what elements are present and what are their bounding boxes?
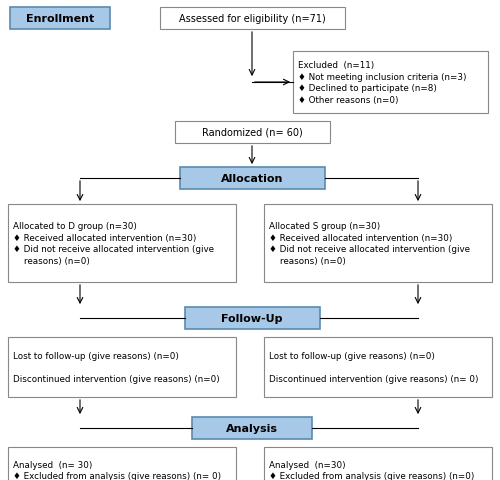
FancyBboxPatch shape <box>264 337 492 397</box>
FancyBboxPatch shape <box>8 447 236 480</box>
Text: Lost to follow-up (give reasons) (n=0)

Discontinued intervention (give reasons): Lost to follow-up (give reasons) (n=0) D… <box>13 351 220 384</box>
FancyBboxPatch shape <box>293 52 488 114</box>
Text: Randomized (n= 60): Randomized (n= 60) <box>202 128 302 138</box>
Text: Analysed  (n=30)
♦ Excluded from analysis (give reasons) (n=0): Analysed (n=30) ♦ Excluded from analysis… <box>269 460 474 480</box>
FancyBboxPatch shape <box>184 307 320 329</box>
Text: Analysed  (n= 30)
♦ Excluded from analysis (give reasons) (n= 0): Analysed (n= 30) ♦ Excluded from analysi… <box>13 460 221 480</box>
Text: Analysis: Analysis <box>226 423 278 433</box>
Text: Assessed for eligibility (n=71): Assessed for eligibility (n=71) <box>178 14 326 24</box>
Text: Excluded  (n=11)
♦ Not meeting inclusion criteria (n=3)
♦ Declined to participat: Excluded (n=11) ♦ Not meeting inclusion … <box>298 60 466 105</box>
Text: Allocation: Allocation <box>221 174 283 184</box>
FancyBboxPatch shape <box>192 417 312 439</box>
Text: Lost to follow-up (give reasons) (n=0)

Discontinued intervention (give reasons): Lost to follow-up (give reasons) (n=0) D… <box>269 351 478 384</box>
FancyBboxPatch shape <box>160 8 344 30</box>
FancyBboxPatch shape <box>180 168 324 190</box>
Text: Allocated to D group (n=30)
♦ Received allocated intervention (n=30)
♦ Did not r: Allocated to D group (n=30) ♦ Received a… <box>13 221 214 265</box>
Text: Enrollment: Enrollment <box>26 14 94 24</box>
FancyBboxPatch shape <box>8 204 236 282</box>
FancyBboxPatch shape <box>8 337 236 397</box>
FancyBboxPatch shape <box>10 8 110 30</box>
FancyBboxPatch shape <box>174 122 330 144</box>
Text: Allocated S group (n=30)
♦ Received allocated intervention (n=30)
♦ Did not rece: Allocated S group (n=30) ♦ Received allo… <box>269 221 470 265</box>
FancyBboxPatch shape <box>264 204 492 282</box>
FancyBboxPatch shape <box>264 447 492 480</box>
Text: Follow-Up: Follow-Up <box>221 313 283 324</box>
